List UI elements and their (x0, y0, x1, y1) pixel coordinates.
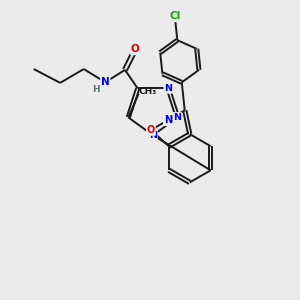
Text: O: O (131, 44, 140, 54)
Text: H: H (93, 85, 100, 94)
Text: N: N (174, 113, 182, 122)
Text: CH₃: CH₃ (139, 87, 157, 96)
Text: N: N (164, 84, 172, 93)
Text: N: N (149, 131, 157, 140)
Text: O: O (147, 125, 155, 135)
Text: N: N (101, 77, 110, 87)
Text: N: N (164, 115, 172, 125)
Text: Cl: Cl (169, 11, 180, 21)
